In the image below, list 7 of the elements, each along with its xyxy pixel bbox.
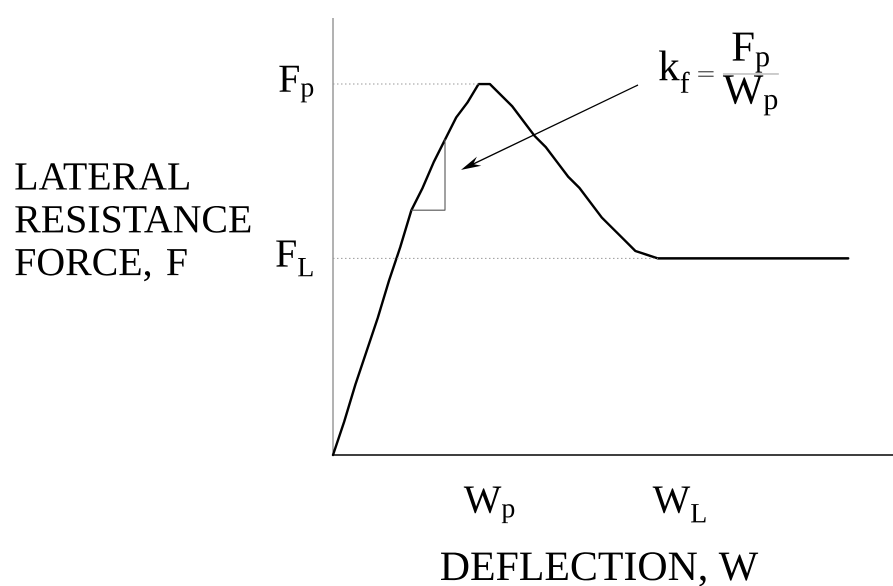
ref-line-label: F$_{L}$ [276, 240, 313, 276]
x-axis-title: DEFLECTION, W [441, 552, 758, 586]
y-axis-title: LATERAL RESISTANCE FORCE, F [15, 163, 250, 282]
x-tick-label: W$_{p}$ [464, 486, 514, 524]
ref-line-label: F$_{p}$ [279, 66, 314, 102]
annotation: $\mathrm{k_f} = \frac{\mathrm{F_p}}{\mathrm{W_p}}$ [659, 32, 779, 116]
x-tick-label: W$_{L}$ [652, 486, 706, 522]
